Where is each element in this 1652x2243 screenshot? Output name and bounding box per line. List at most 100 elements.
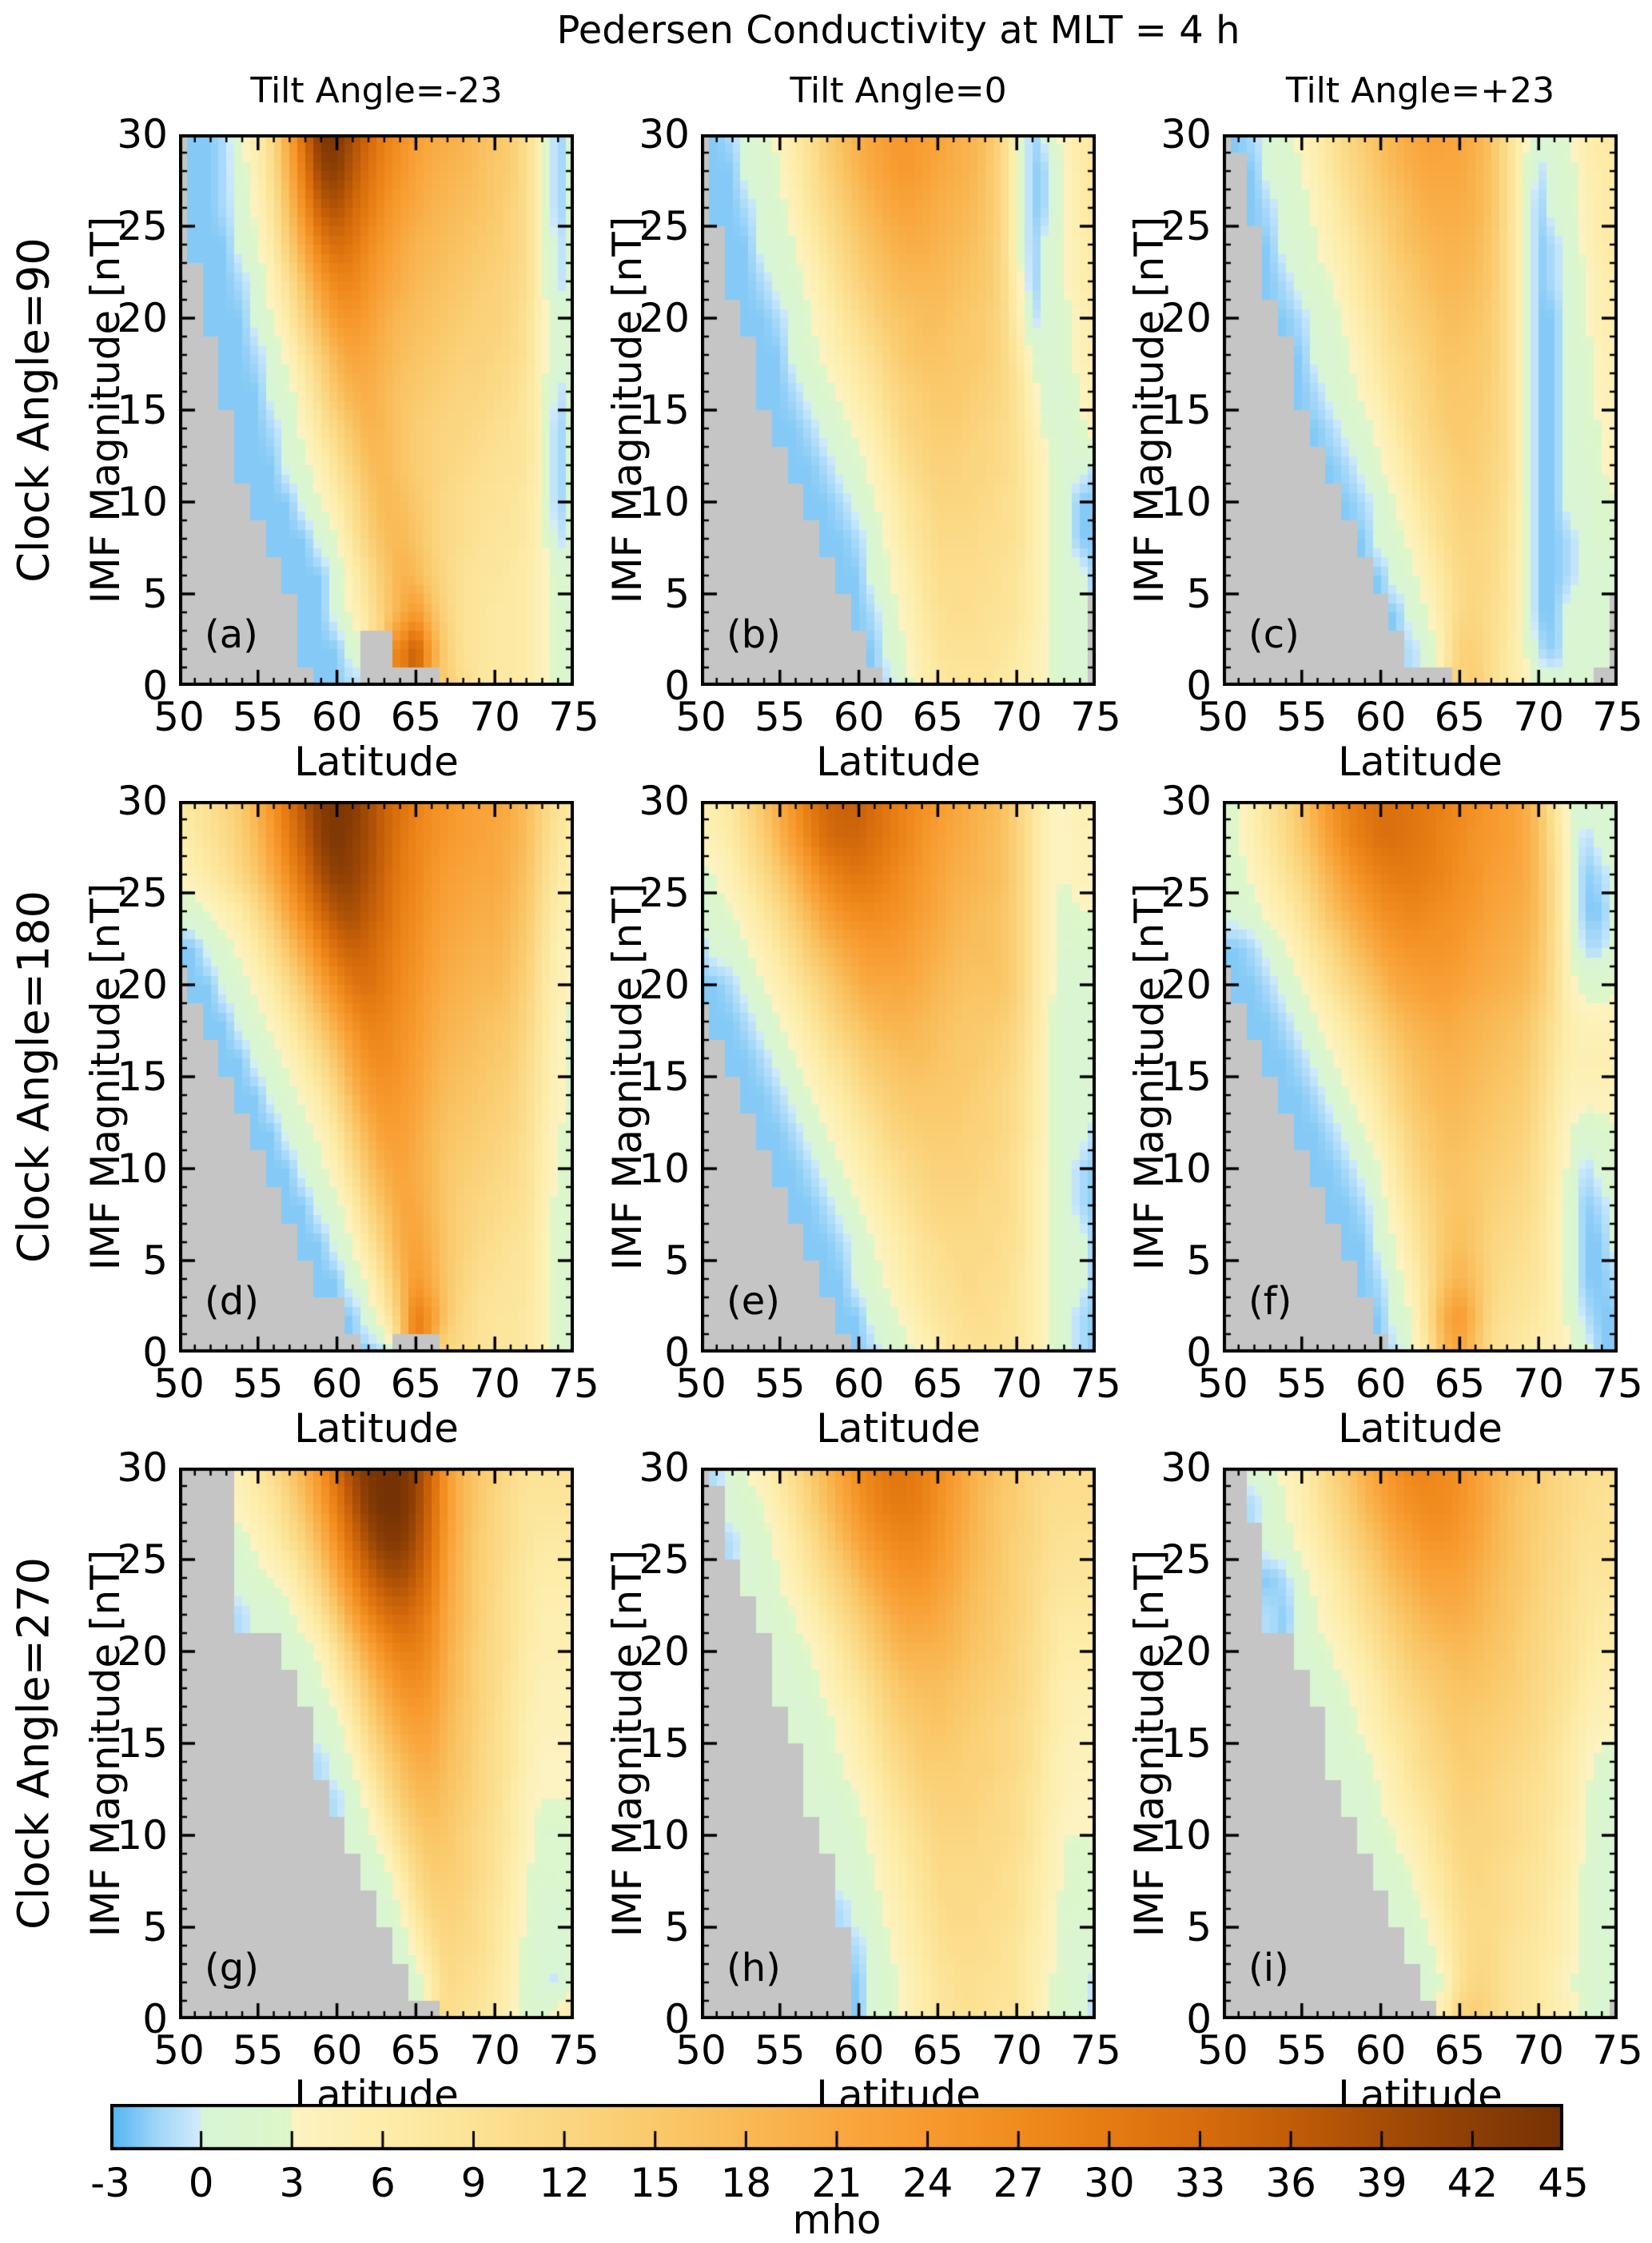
x-axis-label: Latitude: [294, 739, 459, 785]
y-tick-label: 20: [639, 295, 690, 341]
y-tick-label: 5: [1186, 1237, 1212, 1284]
row-title-clock-90: Clock Angle=90: [8, 237, 59, 583]
colorbar-tick-label: 15: [629, 2160, 681, 2206]
y-tick-label: 25: [1160, 1536, 1212, 1583]
heatmap-canvas-i: [1223, 1468, 1618, 2019]
y-tick-label: 30: [117, 778, 168, 824]
colorbar-tick-label: 27: [993, 2160, 1045, 2206]
x-tick-label: 55: [1276, 694, 1328, 740]
x-tick-label: 50: [1197, 2027, 1248, 2074]
panel-letter-g: (g): [205, 1946, 259, 1990]
y-tick-label: 5: [1186, 571, 1212, 617]
y-tick-label: 20: [117, 295, 168, 341]
colorbar-tick-label: 18: [720, 2160, 772, 2206]
y-tick-label: 25: [639, 870, 690, 916]
x-tick-label: 75: [548, 1361, 599, 1407]
y-tick-label: 30: [639, 1444, 690, 1491]
colorbar: [110, 2104, 1563, 2150]
y-tick-label: 10: [639, 1145, 690, 1192]
x-tick-label: 50: [1197, 694, 1248, 740]
y-tick-label: 10: [117, 479, 168, 525]
x-tick-label: 60: [1355, 2027, 1407, 2074]
y-tick-label: 30: [117, 1444, 168, 1491]
y-tick-label: 10: [117, 1812, 168, 1859]
x-axis-label: Latitude: [816, 739, 981, 785]
heatmap-canvas-h: [701, 1468, 1096, 2019]
x-tick-label: 65: [390, 694, 442, 740]
x-tick-label: 75: [1070, 1361, 1121, 1407]
colorbar-tick-label: 39: [1355, 2160, 1407, 2206]
y-tick-label: 30: [639, 778, 690, 824]
column-title-tilt-neg23: Tilt Angle=-23: [250, 70, 503, 111]
column-title-tilt-pos23: Tilt Angle=+23: [1285, 70, 1555, 111]
x-axis-label: Latitude: [1338, 739, 1503, 785]
colorbar-unit-label: mho: [792, 2197, 882, 2243]
x-tick-label: 75: [1592, 694, 1643, 740]
x-tick-label: 70: [469, 1361, 520, 1407]
y-tick-label: 25: [639, 203, 690, 249]
x-tick-label: 60: [833, 694, 885, 740]
y-tick-label: 20: [639, 962, 690, 1008]
y-tick-label: 5: [664, 1904, 690, 1950]
x-tick-label: 55: [754, 2027, 806, 2074]
y-tick-label: 0: [1186, 1329, 1212, 1376]
x-tick-label: 70: [1513, 2027, 1564, 2074]
y-tick-label: 5: [142, 1237, 168, 1284]
y-tick-label: 25: [1160, 203, 1212, 249]
x-tick-label: 75: [548, 2027, 599, 2074]
x-tick-label: 50: [1197, 1361, 1248, 1407]
x-tick-label: 70: [1513, 694, 1564, 740]
colorbar-tick-label: 21: [811, 2160, 862, 2206]
column-title-tilt-0: Tilt Angle=0: [790, 70, 1007, 111]
y-tick-label: 20: [1160, 1628, 1212, 1675]
x-tick-label: 75: [1070, 2027, 1121, 2074]
x-tick-label: 65: [1434, 2027, 1486, 2074]
x-tick-label: 60: [833, 2027, 885, 2074]
x-tick-label: 65: [390, 2027, 442, 2074]
y-tick-label: 15: [639, 387, 690, 433]
y-tick-label: 0: [1186, 663, 1212, 709]
y-tick-label: 0: [664, 1329, 690, 1376]
heatmap-canvas-a: [179, 134, 574, 686]
y-tick-label: 0: [142, 1996, 168, 2042]
x-axis-label: Latitude: [1338, 1405, 1503, 1452]
x-axis-label: Latitude: [294, 1405, 459, 1452]
panel-letter-a: (a): [205, 612, 258, 657]
y-tick-label: 15: [1160, 1720, 1212, 1767]
x-tick-label: 50: [675, 694, 726, 740]
colorbar-tick-label: 42: [1447, 2160, 1499, 2206]
y-tick-label: 25: [117, 203, 168, 249]
heatmap-canvas-d: [179, 801, 574, 1353]
x-tick-label: 65: [912, 2027, 964, 2074]
y-tick-label: 15: [1160, 1054, 1212, 1100]
colorbar-tick-label: 33: [1174, 2160, 1226, 2206]
y-tick-label: 10: [117, 1145, 168, 1192]
y-tick-label: 25: [117, 1536, 168, 1583]
heatmap-canvas-e: [701, 801, 1096, 1353]
y-tick-label: 15: [117, 1054, 168, 1100]
x-tick-label: 75: [1592, 1361, 1643, 1407]
y-tick-label: 20: [1160, 962, 1212, 1008]
y-tick-label: 15: [117, 1720, 168, 1767]
x-tick-label: 55: [1276, 1361, 1328, 1407]
y-tick-label: 20: [117, 1628, 168, 1675]
panel-letter-h: (h): [726, 1946, 781, 1990]
y-tick-label: 10: [639, 1812, 690, 1859]
panel-letter-d: (d): [205, 1279, 259, 1324]
y-tick-label: 20: [1160, 295, 1212, 341]
x-tick-label: 65: [1434, 1361, 1486, 1407]
y-tick-label: 25: [117, 870, 168, 916]
y-tick-label: 15: [117, 387, 168, 433]
y-axis-label: IMF Magnitude [nT]: [604, 1549, 651, 1938]
y-tick-label: 30: [639, 111, 690, 157]
y-tick-label: 10: [1160, 479, 1212, 525]
y-axis-label: IMF Magnitude [nT]: [604, 882, 651, 1271]
x-tick-label: 60: [1355, 694, 1407, 740]
colorbar-tick-label: 12: [539, 2160, 590, 2206]
y-tick-label: 15: [639, 1720, 690, 1767]
x-tick-label: 75: [1070, 694, 1121, 740]
y-tick-label: 5: [664, 1237, 690, 1284]
panel-letter-c: (c): [1248, 612, 1300, 657]
x-tick-label: 55: [1276, 2027, 1328, 2074]
heatmap-canvas-c: [1223, 134, 1618, 686]
